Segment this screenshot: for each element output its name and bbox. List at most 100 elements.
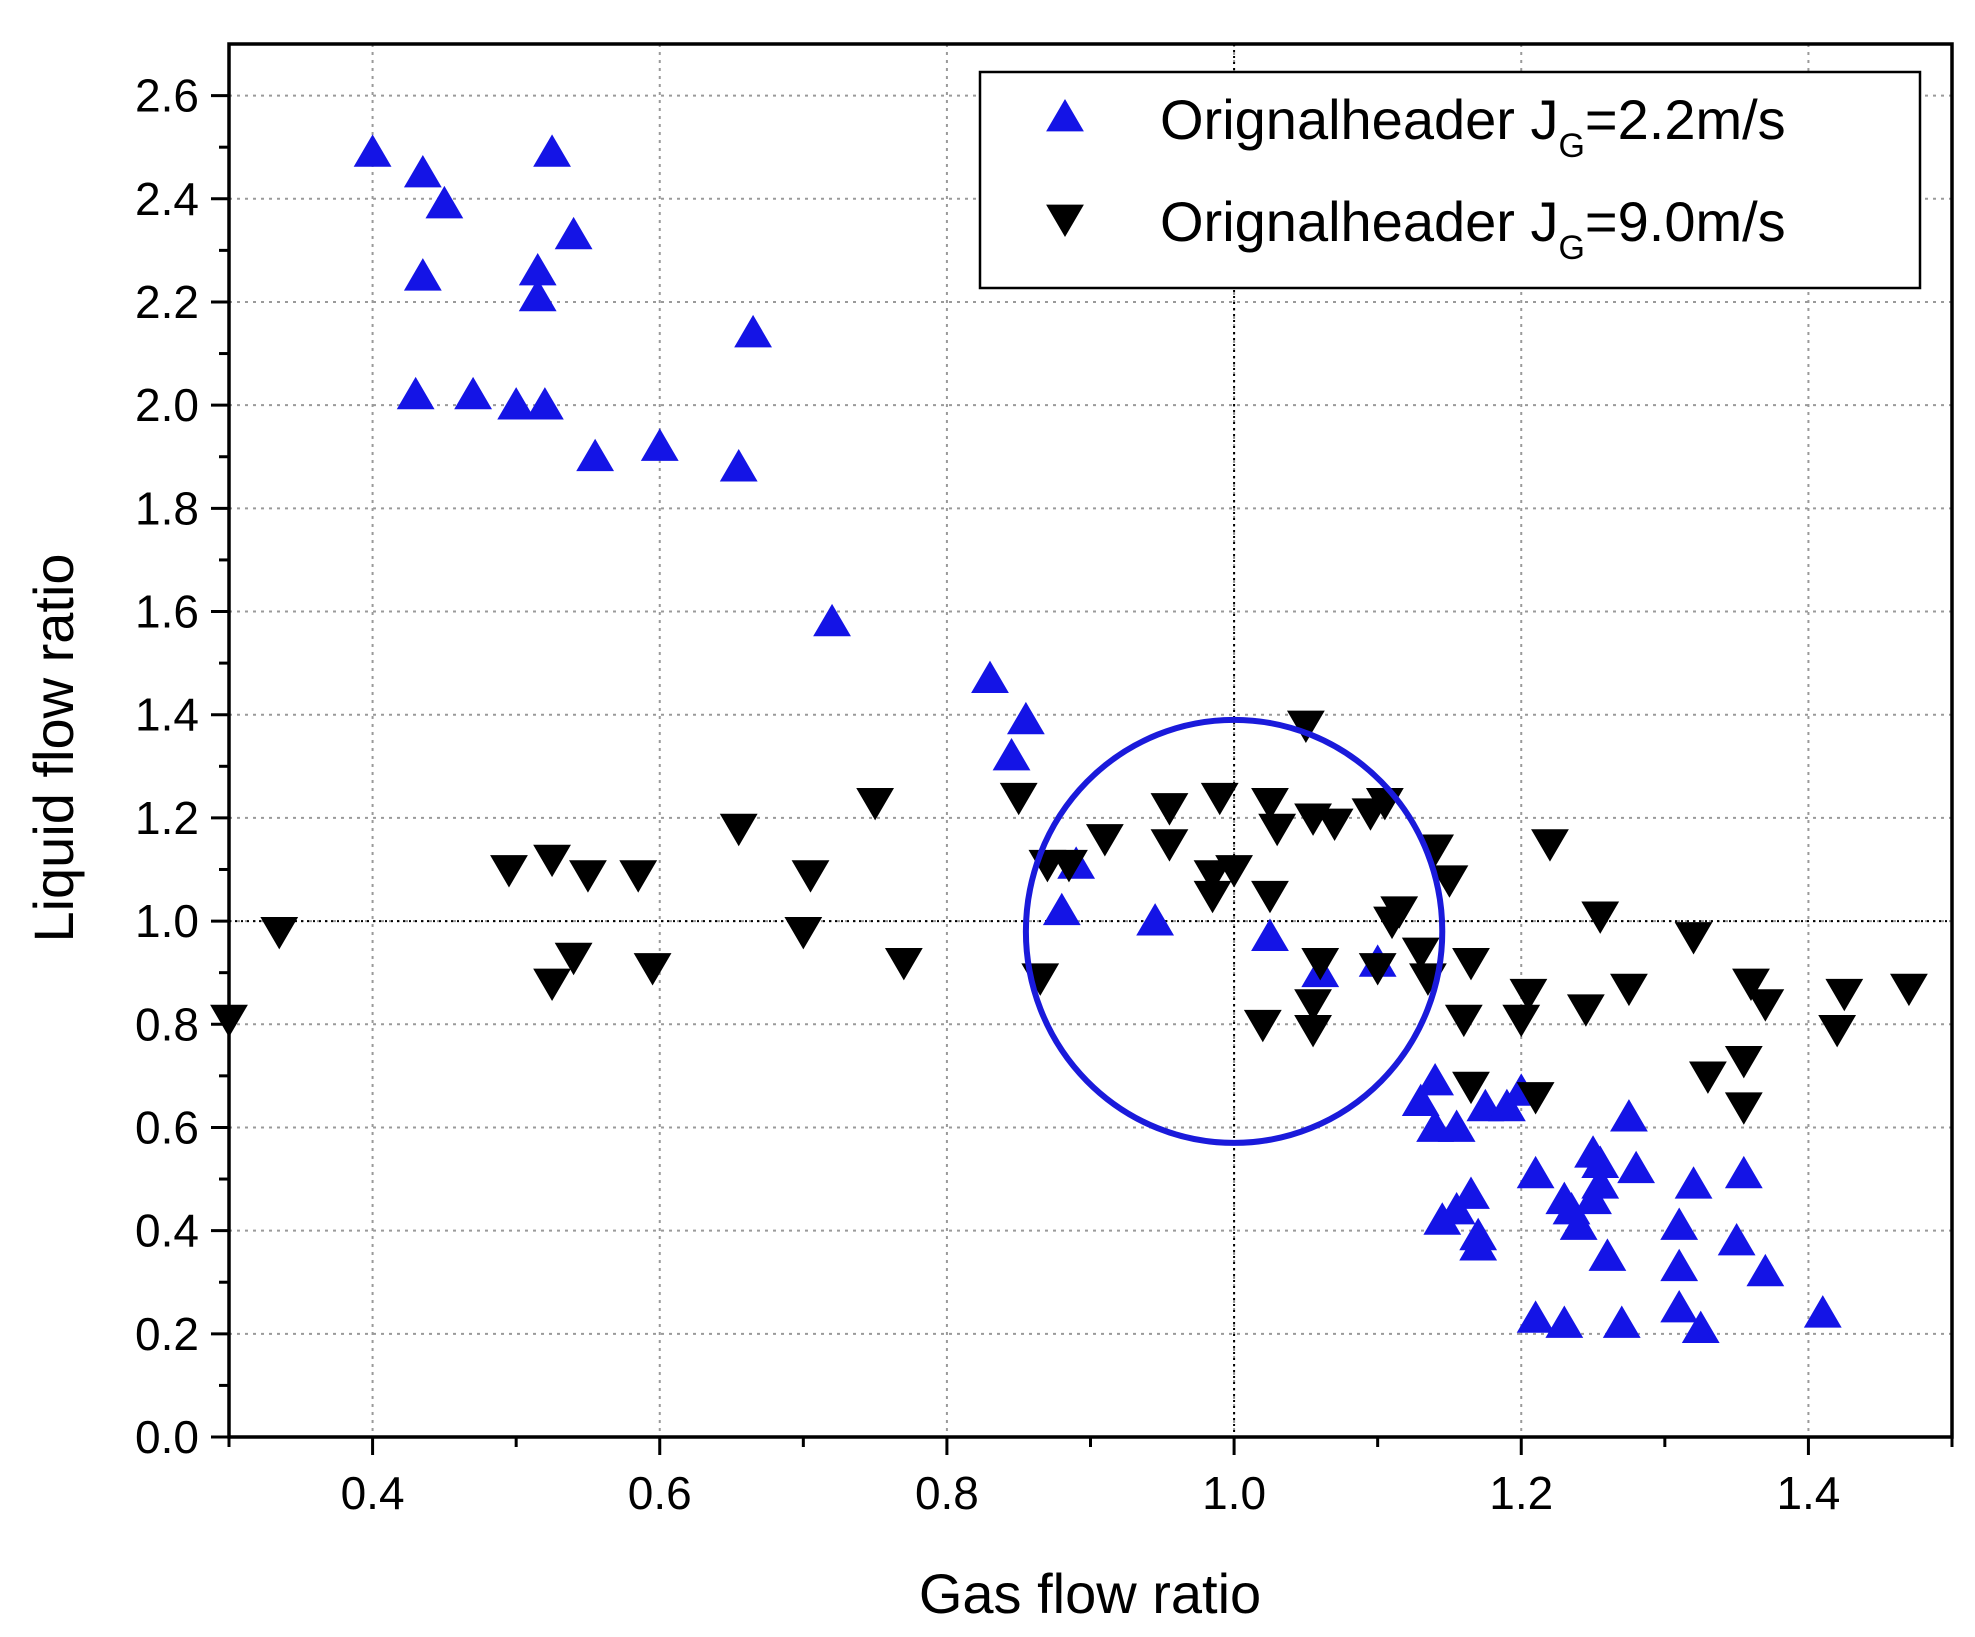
up-triangle-point <box>1617 1150 1656 1184</box>
legend: Orignalheader JG=2.2m/s Orignalheader JG=… <box>978 70 1922 290</box>
up-triangle-point <box>533 134 571 167</box>
y-tick-label: 2.0 <box>135 379 199 431</box>
up-triangle-point <box>1401 1083 1440 1117</box>
y-tick-label: 1.2 <box>135 792 199 844</box>
down-triangle-point <box>1502 1004 1541 1038</box>
up-triangle-point <box>1681 1310 1720 1344</box>
up-triangle-point <box>403 154 442 188</box>
down-triangle-point <box>1294 989 1332 1022</box>
down-triangle-point <box>1193 860 1232 893</box>
down-triangle-point <box>1818 1015 1857 1048</box>
up-triangle-point <box>1459 1228 1498 1261</box>
up-triangle-point <box>576 438 615 472</box>
x-tick-label: 0.6 <box>628 1467 692 1519</box>
up-triangle-point <box>1660 1248 1699 1282</box>
down-triangle-point <box>1258 813 1297 847</box>
legend-box <box>978 70 1922 290</box>
down-triangle-point <box>260 916 299 950</box>
y-tick-label: 2.4 <box>135 173 199 225</box>
up-triangle-point <box>719 449 758 482</box>
up-triangle-point <box>518 278 557 312</box>
highlight-circle <box>1022 716 1446 1146</box>
down-triangle-point <box>1452 947 1490 981</box>
down-triangle-point <box>999 782 1038 816</box>
axis-tick-labels: 0.4 0.6 0.8 1.0 1.2 1.4 0.0 0.2 0.4 0.6 0.8 1.0 1.2 1… <box>135 70 1840 1519</box>
up-triangle-point <box>1610 1099 1648 1132</box>
y-tick-label: 2.2 <box>135 276 199 328</box>
down-triangle-point <box>1215 855 1253 888</box>
y-tick-label: 0.4 <box>135 1205 199 1257</box>
up-triangle-point <box>1574 1181 1612 1215</box>
down-triangle-point <box>1566 994 1605 1027</box>
down-triangle-point <box>490 855 528 888</box>
down-triangle-point <box>533 968 571 1001</box>
up-triangle-point <box>1717 1222 1756 1256</box>
y-axis-title: Liquid flow ratio <box>22 553 85 942</box>
down-triangle-point <box>533 844 571 878</box>
y-tick-label: 0.8 <box>135 998 199 1050</box>
up-triangle-point <box>1559 1207 1598 1240</box>
up-triangle-point <box>1581 1145 1620 1178</box>
reference-lines <box>229 44 1952 1437</box>
up-triangle-point <box>1746 1253 1785 1287</box>
down-triangle-point <box>1444 1004 1483 1038</box>
up-triangle-point <box>640 428 679 461</box>
down-triangle-point <box>719 813 758 847</box>
legend-marker <box>1046 204 1084 237</box>
up-triangle-point <box>1251 918 1289 951</box>
up-triangle-point <box>554 216 593 250</box>
up-triangle-point <box>1136 903 1175 936</box>
y-tick-label: 1.8 <box>135 482 199 534</box>
legend-label: Orignalheader JG=2.2m/s <box>1160 88 1786 165</box>
down-triangle-point <box>1200 782 1239 816</box>
up-triangle-point <box>992 737 1031 771</box>
up-triangle-point <box>1803 1295 1842 1328</box>
down-triangle-point <box>569 860 607 893</box>
down-triangle-point <box>1689 1061 1727 1094</box>
down-triangle-point <box>1150 829 1189 862</box>
down-triangle-point <box>1286 710 1325 744</box>
down-triangle-point <box>1085 824 1124 857</box>
down-triangle-point <box>1825 978 1864 1012</box>
x-tick-label: 0.4 <box>341 1467 405 1519</box>
down-triangle-point <box>633 953 672 986</box>
up-triangle-point <box>1516 1300 1555 1333</box>
down-triangle-point <box>1315 808 1354 842</box>
up-triangle-point <box>1545 1305 1584 1338</box>
down-triangle-point <box>1724 1092 1763 1125</box>
down-triangle-point <box>1674 922 1713 955</box>
down-triangle-point <box>1724 1045 1763 1079</box>
y-tick-label: 2.6 <box>135 70 199 122</box>
down-triangle-point <box>884 947 923 981</box>
up-triangle-point <box>1042 892 1081 926</box>
data-markers <box>210 134 1928 1344</box>
down-triangle-point <box>1050 849 1088 883</box>
x-tick-label: 1.0 <box>1202 1467 1266 1519</box>
down-triangle-point <box>1516 1082 1555 1115</box>
axis-ticks <box>211 94 1954 1455</box>
up-triangle-point <box>518 253 557 286</box>
up-triangle-point <box>497 387 536 420</box>
down-triangle-point <box>784 916 823 950</box>
down-triangle-point <box>1358 953 1397 986</box>
down-triangle-point <box>1610 973 1648 1007</box>
y-tick-label: 0.2 <box>135 1308 199 1360</box>
down-triangle-point <box>1452 1071 1490 1105</box>
up-triangle-point <box>1674 1166 1713 1199</box>
up-triangle-point <box>1660 1290 1699 1323</box>
down-triangle-point <box>554 942 593 976</box>
down-triangle-point <box>1373 906 1411 940</box>
legend-label: Orignalheader JG=9.0m/s <box>1160 190 1786 267</box>
x-tick-label: 1.2 <box>1489 1467 1553 1519</box>
up-triangle-point <box>1588 1238 1627 1271</box>
up-triangle-point <box>1602 1305 1641 1338</box>
up-triangle-point <box>734 314 772 348</box>
down-triangle-point <box>1243 1009 1282 1043</box>
up-triangle-point <box>1423 1202 1462 1235</box>
x-tick-label: 0.8 <box>915 1467 979 1519</box>
down-triangle-point <box>619 860 658 893</box>
legend-marker <box>1046 99 1084 132</box>
up-triangle-point <box>813 603 851 637</box>
up-triangle-point <box>403 258 442 291</box>
